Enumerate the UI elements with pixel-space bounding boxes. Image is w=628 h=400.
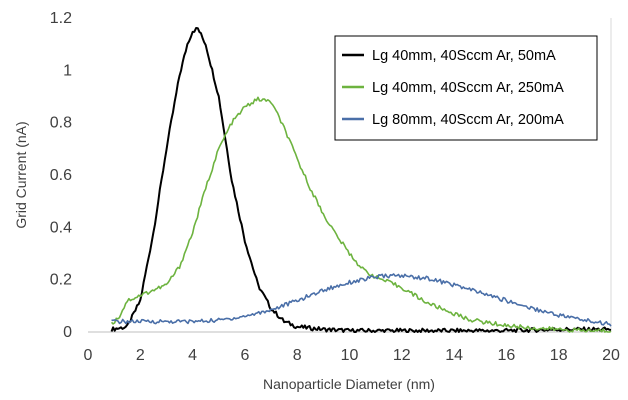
y-tick-label: 1 xyxy=(63,62,72,79)
y-tick-label: 0.4 xyxy=(50,219,72,236)
x-tick-labels: 0 2 4 6 8 10 12 14 16 18 20 xyxy=(84,347,620,364)
y-tick-label: 1.2 xyxy=(50,10,72,27)
legend-label-3: Lg 80mm, 40Sccm Ar, 200mA xyxy=(372,112,564,128)
x-tick-label: 4 xyxy=(188,347,197,364)
series-line-1 xyxy=(110,27,612,333)
x-tick-label: 0 xyxy=(84,347,93,364)
y-tick-labels: 0 0.2 0.4 0.6 0.8 1 1.2 xyxy=(50,10,72,341)
y-axis-label: Grid Current (nA) xyxy=(13,121,29,228)
legend-box xyxy=(334,35,598,141)
series-line-3 xyxy=(111,273,612,327)
x-tick-label: 14 xyxy=(445,347,463,364)
x-tick-label: 8 xyxy=(293,347,302,364)
x-tick-label: 20 xyxy=(602,347,620,364)
legend-label-2: Lg 40mm, 40Sccm Ar, 250mA xyxy=(372,80,564,96)
x-tick-label: 6 xyxy=(240,347,249,364)
x-tick-label: 18 xyxy=(550,347,568,364)
series-layer xyxy=(110,27,612,333)
legend-label-1: Lg 40mm, 40Sccm Ar, 50mA xyxy=(372,48,556,64)
x-tick-label: 2 xyxy=(136,347,145,364)
y-tick-label: 0.8 xyxy=(50,115,72,132)
x-axis-label: Nanoparticle Diameter (nm) xyxy=(263,376,435,392)
y-tick-label: 0 xyxy=(63,324,72,341)
series-line-2 xyxy=(110,96,612,333)
legend: Lg 40mm, 40Sccm Ar, 50mA Lg 40mm, 40Sccm… xyxy=(334,35,598,141)
x-tick-label: 10 xyxy=(341,347,359,364)
y-tick-label: 0.2 xyxy=(50,272,72,289)
x-tick-label: 12 xyxy=(393,347,411,364)
x-tick-label: 16 xyxy=(498,347,516,364)
y-tick-label: 0.6 xyxy=(50,167,72,184)
